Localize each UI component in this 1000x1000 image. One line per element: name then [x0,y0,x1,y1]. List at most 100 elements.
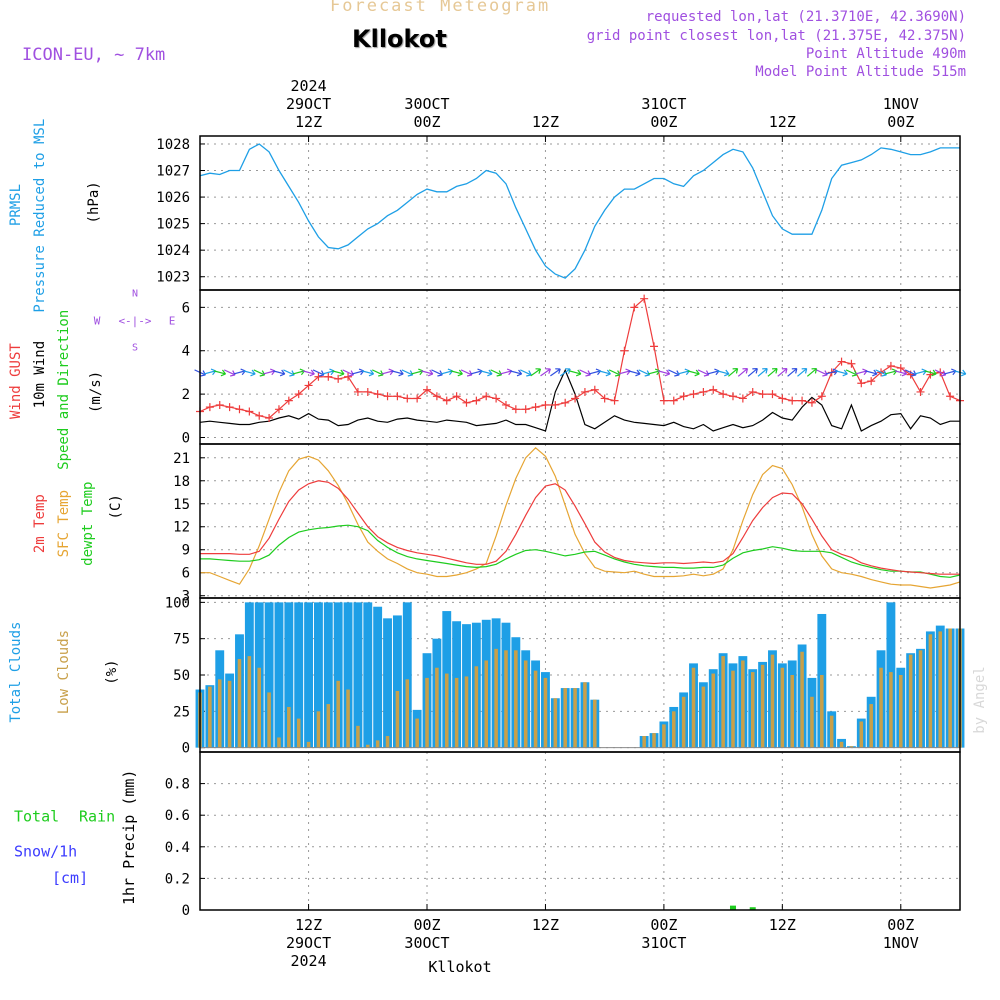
low-clouds-bar [208,686,212,748]
wind-arrow-shaft [460,369,473,376]
wind-arrow-shaft [273,370,285,375]
low-clouds-bar [227,680,232,748]
wind-arrow-head [555,368,561,374]
location-title: Kllokot [352,25,447,53]
wind-direction-arrow [520,369,532,377]
wind-arrow-head [250,369,256,377]
precip-tick-label: 0.2 [165,871,190,887]
bottom-time-label: 2024 [291,952,327,970]
low-clouds-bar [277,737,281,748]
temp-tick-label: 9 [182,543,190,559]
wind-arrow-shaft [728,368,738,377]
gust-marker [334,374,343,383]
wind-arrow-head [742,367,749,374]
wind-arrow-shaft [431,369,443,376]
low-clouds-bar [918,650,923,748]
gust-marker [768,390,777,399]
pressure-label: PRMSL [8,184,24,226]
low-clouds-bar [731,670,735,748]
gust-marker [344,372,353,381]
gust-marker [531,403,540,412]
wind-arrow-head [545,368,551,374]
temp-tick-label: 21 [173,451,190,467]
gust-marker [728,392,737,401]
low-clouds-bar [948,628,952,748]
precip-tick-label: 0.8 [165,777,190,793]
gust-marker [373,390,382,399]
total-clouds-bar [304,602,314,748]
total-clouds-bar [323,602,333,748]
bottom-time-label: 00Z [887,916,914,934]
wind-tick-label: 2 [182,387,190,403]
gust-marker [363,387,372,396]
low-clouds-bar [316,711,321,748]
wind-arrow-shaft [835,370,848,375]
pressure-tick-label: 1026 [156,190,190,206]
pressure-panel-frame [199,135,961,291]
wind-arrow-shaft [283,369,295,376]
low-clouds-bar [385,736,390,748]
footer-location: Kllokot [428,958,491,976]
wind-10m-label: 10m Wind [32,341,48,408]
bottom-time-label: 1NOV [883,934,919,952]
wind-arrow-head [516,369,523,377]
gust-marker [867,377,876,386]
wind-arrow-shaft [707,370,720,375]
wind-arrow-shaft [312,369,325,376]
wind-arrow-shaft [559,368,571,377]
wind-arrow-shaft [490,369,502,376]
low-clouds-label: Low Clouds [56,630,72,714]
wind-arrow-shaft [865,370,878,375]
wind-direction-arrow [806,367,818,377]
wind-arrow-shaft [777,368,788,377]
gust-marker [423,385,432,394]
wind-arrow-head [752,367,758,374]
wind-direction-arrow [332,369,345,377]
wind-arrow-shaft [914,370,927,375]
model-altitude: Model Point Altitude 515m [755,64,966,80]
low-clouds-bar [790,675,794,748]
rain-bar [749,907,756,910]
low-clouds-bar [869,704,873,748]
credit-watermark: by Angel [972,666,988,733]
low-clouds-bar [662,724,666,748]
precip-total-label: Total [14,808,59,826]
wind-arrow-head [694,369,700,377]
wind-direction-arrow [598,369,611,377]
wind-direction-arrow [717,369,730,377]
wind-arrow-head [635,369,641,377]
total-clouds-bar [264,602,274,748]
gust-marker [403,394,412,403]
low-clouds-bar [839,741,844,748]
gust-marker [314,372,323,381]
low-clouds-bar [395,690,400,748]
wind-arrow-shaft [391,370,404,375]
low-clouds-bar [494,648,498,748]
wind-arrow-shaft [767,368,778,377]
low-clouds-bar [810,696,814,748]
gust-marker [501,400,510,409]
bottom-time-label: 31OCT [641,934,686,952]
wind-direction-arrow [728,367,739,377]
wind-arrow-head [842,369,848,377]
point-altitude: Point Altitude 490m [805,46,966,62]
gust-marker [393,392,402,401]
wind-gust-line [199,297,961,419]
top-time-label: 12Z [769,113,796,131]
total-clouds-bar [314,602,323,748]
gust-marker [265,413,274,422]
wind-arrow-head [535,368,542,374]
wind-arrow-shaft [351,370,364,375]
wind-arrow-head [368,369,375,377]
total-clouds-bar [353,602,363,748]
gust-marker [541,400,550,409]
low-clouds-bar [287,706,291,748]
wind-arrow-shaft [342,369,354,376]
gust-marker [709,385,718,394]
wind-arrow-shaft [371,369,384,376]
gust-marker [274,405,283,414]
wind-direction-arrow [509,369,523,377]
gust-marker [442,396,451,405]
low-clouds-bar [938,631,943,748]
